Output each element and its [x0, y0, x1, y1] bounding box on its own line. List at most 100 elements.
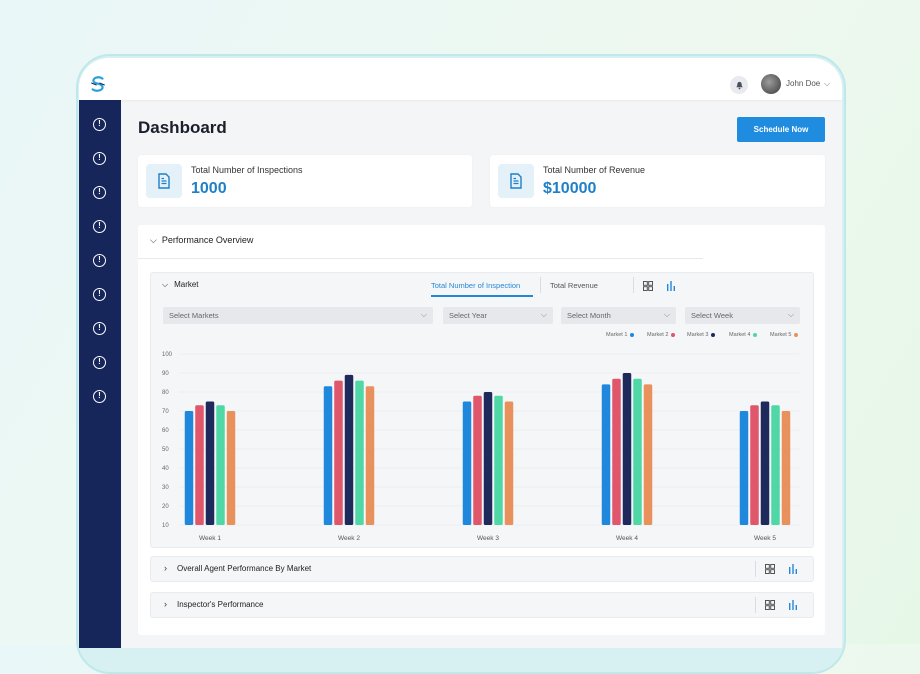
document-icon — [498, 164, 534, 198]
alert-circle-icon[interactable]: ! — [93, 356, 106, 369]
select-month-dropdown[interactable]: Select Month ⌵ — [561, 307, 676, 324]
chart-bar[interactable] — [612, 378, 621, 525]
legend-label: Market 1 — [606, 332, 628, 338]
bar-chart-view-icon[interactable] — [666, 281, 676, 291]
select-markets-dropdown[interactable]: Select Markets ⌵ — [163, 307, 433, 324]
alert-circle-icon[interactable]: ! — [93, 118, 106, 131]
chart-bar[interactable] — [184, 411, 194, 525]
agent-performance-section[interactable]: › Overall Agent Performance By Market — [150, 556, 814, 582]
y-tick-label: 20 — [162, 504, 169, 510]
user-avatar[interactable] — [761, 74, 781, 94]
chart-bar[interactable] — [216, 405, 225, 525]
chart-bar[interactable] — [323, 386, 333, 525]
legend-swatch — [671, 332, 676, 337]
legend-item: Market 2 — [647, 332, 676, 338]
y-tick-label: 80 — [162, 390, 169, 396]
section-divider — [755, 561, 756, 577]
select-year-dropdown[interactable]: Select Year ⌵ — [443, 307, 553, 324]
active-tab-underline — [431, 295, 533, 297]
chart-bar[interactable] — [760, 401, 770, 526]
market-toggle[interactable]: ⌵ Market — [162, 280, 199, 290]
legend-label: Market 5 — [770, 332, 792, 338]
app-screen: John Doe ⌵ !!!!!!!!! Dashboard Schedule … — [79, 58, 842, 648]
chart-bar[interactable] — [633, 378, 642, 525]
inspector-performance-title: Inspector's Performance — [177, 600, 264, 609]
select-week-dropdown[interactable]: Select Week ⌵ — [685, 307, 800, 324]
top-bar: John Doe ⌵ — [79, 58, 842, 100]
divider — [138, 258, 703, 259]
chart-bar[interactable] — [643, 384, 653, 525]
chart-bar[interactable] — [771, 405, 780, 525]
select-year-label: Select Year — [449, 311, 487, 320]
chart-bar[interactable] — [205, 401, 215, 526]
grid-view-icon[interactable] — [765, 564, 775, 574]
chart-bar[interactable] — [504, 401, 514, 526]
performance-overview-toggle[interactable]: ⌵ Performance Overview — [150, 235, 253, 246]
app-logo[interactable] — [89, 75, 107, 93]
x-tick-label: Week 2 — [338, 535, 360, 542]
sidebar: !!!!!!!!! — [79, 100, 121, 648]
chevron-down-icon: ⌵ — [787, 310, 794, 319]
revenue-value: $10000 — [543, 180, 597, 197]
schedule-now-button[interactable]: Schedule Now — [737, 117, 825, 142]
user-menu-chevron-icon[interactable]: ⌵ — [824, 79, 831, 88]
user-name[interactable]: John Doe — [786, 79, 821, 88]
y-tick-label: 40 — [162, 466, 169, 472]
select-week-label: Select Week — [691, 311, 733, 320]
legend-item: Market 4 — [729, 332, 758, 338]
chevron-right-icon: › — [164, 599, 167, 609]
chart-bar[interactable] — [355, 380, 364, 525]
chart-bar[interactable] — [494, 395, 503, 525]
chart-bar[interactable] — [473, 395, 482, 525]
x-tick-label: Week 1 — [199, 535, 221, 542]
chevron-down-icon: ⌵ — [663, 310, 670, 319]
performance-overview-title: Performance Overview — [161, 235, 254, 245]
select-month-label: Select Month — [567, 311, 611, 320]
select-markets-label: Select Markets — [169, 311, 219, 320]
chart-bar[interactable] — [462, 401, 472, 526]
inspections-card: Total Number of Inspections 1000 — [138, 155, 472, 207]
performance-overview-panel: ⌵ Performance Overview ⌵ Market Total Numb… — [138, 225, 825, 635]
legend-swatch — [630, 332, 635, 337]
page-title: Dashboard — [138, 118, 227, 137]
chart-bar[interactable] — [483, 392, 493, 525]
chart-bar[interactable] — [601, 384, 611, 525]
x-tick-label: Week 5 — [754, 535, 776, 542]
inspections-label: Total Number of Inspections — [191, 165, 303, 175]
chart-bar[interactable] — [334, 380, 343, 525]
alert-circle-icon[interactable]: ! — [93, 390, 106, 403]
alert-circle-icon[interactable]: ! — [93, 254, 106, 267]
alert-circle-icon[interactable]: ! — [93, 152, 106, 165]
chart-bar[interactable] — [344, 374, 354, 525]
grid-view-icon[interactable] — [643, 281, 653, 291]
chevron-down-icon: ⌵ — [162, 280, 169, 289]
x-tick-label: Week 4 — [616, 535, 638, 542]
legend-item: Market 5 — [770, 332, 799, 338]
y-tick-label: 60 — [162, 428, 169, 434]
tab-total-revenue[interactable]: Total Revenue — [550, 281, 598, 290]
chevron-down-icon: ⌵ — [150, 235, 157, 245]
section-divider — [755, 597, 756, 613]
chart-bar[interactable] — [622, 373, 632, 525]
bar-chart-view-icon[interactable] — [788, 564, 798, 574]
notification-bell-icon[interactable] — [730, 76, 748, 94]
alert-circle-icon[interactable]: ! — [93, 220, 106, 233]
alert-circle-icon[interactable]: ! — [93, 288, 106, 301]
chart-bar[interactable] — [195, 405, 204, 525]
bell-icon — [735, 81, 743, 89]
alert-circle-icon[interactable]: ! — [93, 186, 106, 199]
legend-swatch — [711, 332, 716, 337]
bar-chart-view-icon[interactable] — [788, 600, 798, 610]
chart-bar[interactable] — [226, 411, 236, 525]
grid-view-icon[interactable] — [765, 600, 775, 610]
inspector-performance-section[interactable]: › Inspector's Performance — [150, 592, 814, 618]
alert-circle-icon[interactable]: ! — [93, 322, 106, 335]
revenue-label: Total Number of Revenue — [543, 165, 646, 175]
chevron-down-icon: ⌵ — [420, 310, 427, 319]
chart-bar[interactable] — [365, 386, 375, 525]
chart-bar[interactable] — [739, 411, 749, 525]
tab-total-inspection[interactable]: Total Number of Inspection — [431, 281, 521, 290]
chart-bar[interactable] — [750, 405, 759, 525]
chevron-down-icon: ⌵ — [540, 310, 547, 319]
chart-bar[interactable] — [781, 411, 791, 525]
